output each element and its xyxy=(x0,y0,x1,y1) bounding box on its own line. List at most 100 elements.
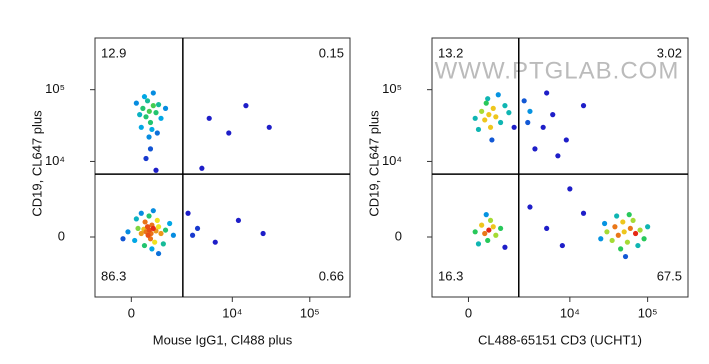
event-point xyxy=(150,208,156,214)
event-point xyxy=(142,219,148,225)
event-point xyxy=(483,212,489,218)
event-point xyxy=(153,110,159,116)
event-point xyxy=(153,167,159,173)
event-point xyxy=(502,244,508,250)
y-axis-label: CD19, CL647 plus xyxy=(29,110,44,217)
event-point xyxy=(185,210,191,216)
event-point xyxy=(226,130,232,136)
quadrant-percent: 13.2 xyxy=(438,45,463,60)
event-point xyxy=(149,246,155,252)
event-point xyxy=(125,229,131,235)
event-point xyxy=(521,98,527,104)
event-point xyxy=(135,225,141,232)
event-point xyxy=(502,103,508,109)
event-point xyxy=(540,124,546,130)
event-point xyxy=(141,242,148,249)
event-point xyxy=(140,105,146,111)
event-point xyxy=(145,232,151,238)
event-point xyxy=(487,124,494,130)
event-point xyxy=(479,222,485,228)
event-point xyxy=(641,236,647,242)
event-point xyxy=(614,213,620,219)
panel: 12.9 0.15 86.3 0.66 0 10⁴ 10⁵ 0 10⁴ 10⁵ Mouse IgG1… xyxy=(29,37,351,347)
event-point xyxy=(550,112,556,118)
y-tick-label: 10⁵ xyxy=(45,81,65,96)
event-point xyxy=(189,232,196,238)
event-point xyxy=(152,239,158,245)
event-point xyxy=(482,230,488,237)
event-point xyxy=(532,146,538,152)
event-point xyxy=(158,230,164,237)
event-point xyxy=(243,103,249,109)
event-point xyxy=(160,241,166,247)
event-point xyxy=(525,119,531,126)
event-point xyxy=(138,230,144,237)
quadrant-percent: 0.66 xyxy=(319,268,344,283)
x-tick-label: 10⁵ xyxy=(638,305,658,320)
event-point xyxy=(144,98,151,104)
event-point xyxy=(555,153,561,159)
event-point xyxy=(212,239,218,245)
y-tick-label: 10⁵ xyxy=(382,81,402,96)
event-point xyxy=(162,227,169,233)
y-tick-label: 0 xyxy=(58,228,65,243)
x-tick-label: 10⁴ xyxy=(222,305,242,320)
event-point xyxy=(630,217,636,224)
event-point xyxy=(141,94,148,100)
event-point xyxy=(206,115,212,121)
event-point xyxy=(485,237,491,244)
event-point xyxy=(144,224,151,230)
event-point xyxy=(609,237,615,244)
event-point xyxy=(637,227,643,233)
event-point xyxy=(137,112,143,118)
event-point xyxy=(155,102,162,108)
event-point xyxy=(150,103,156,109)
event-point xyxy=(138,124,144,130)
event-point xyxy=(146,213,152,219)
quadrant-percent: 86.3 xyxy=(101,268,126,283)
event-point xyxy=(495,92,501,98)
event-point xyxy=(601,220,608,227)
event-point xyxy=(146,108,152,114)
event-point xyxy=(167,220,173,227)
plot-frame xyxy=(94,37,351,298)
x-tick-label: 0 xyxy=(128,305,135,320)
event-point xyxy=(645,224,651,230)
event-point xyxy=(154,130,160,136)
watermark: WWW.PTGLAB.COM xyxy=(435,57,680,84)
event-point xyxy=(635,242,641,249)
y-tick-label: 10⁴ xyxy=(45,153,65,168)
quadrant-percent: 67.5 xyxy=(657,268,682,283)
event-point xyxy=(133,216,139,222)
event-point xyxy=(266,124,272,130)
event-point xyxy=(472,115,478,121)
quadrant-percent: 3.02 xyxy=(657,45,682,60)
event-point xyxy=(527,204,533,210)
event-point xyxy=(482,117,488,123)
event-point xyxy=(120,236,126,242)
event-point xyxy=(150,225,156,232)
x-tick-label: 10⁵ xyxy=(300,305,320,320)
event-point xyxy=(199,165,205,171)
x-axis-label: CL488-65151 CD3 (UCHT1) xyxy=(478,332,642,347)
event-point xyxy=(147,119,154,126)
x-tick-label: 0 xyxy=(465,305,472,320)
event-point xyxy=(621,229,627,235)
event-point xyxy=(132,237,138,244)
event-point xyxy=(627,225,633,232)
event-point xyxy=(544,225,550,232)
event-point xyxy=(493,232,499,238)
event-point xyxy=(620,219,626,225)
event-point xyxy=(154,217,160,224)
event-point xyxy=(475,126,482,133)
event-point xyxy=(563,137,569,143)
event-point xyxy=(598,236,604,242)
quadrant-percent: 16.3 xyxy=(438,268,463,283)
event-point xyxy=(155,224,162,230)
event-point xyxy=(170,232,176,238)
event-point xyxy=(489,137,495,143)
event-point xyxy=(559,242,565,249)
event-point xyxy=(622,253,629,260)
y-tick-label: 0 xyxy=(395,228,402,243)
